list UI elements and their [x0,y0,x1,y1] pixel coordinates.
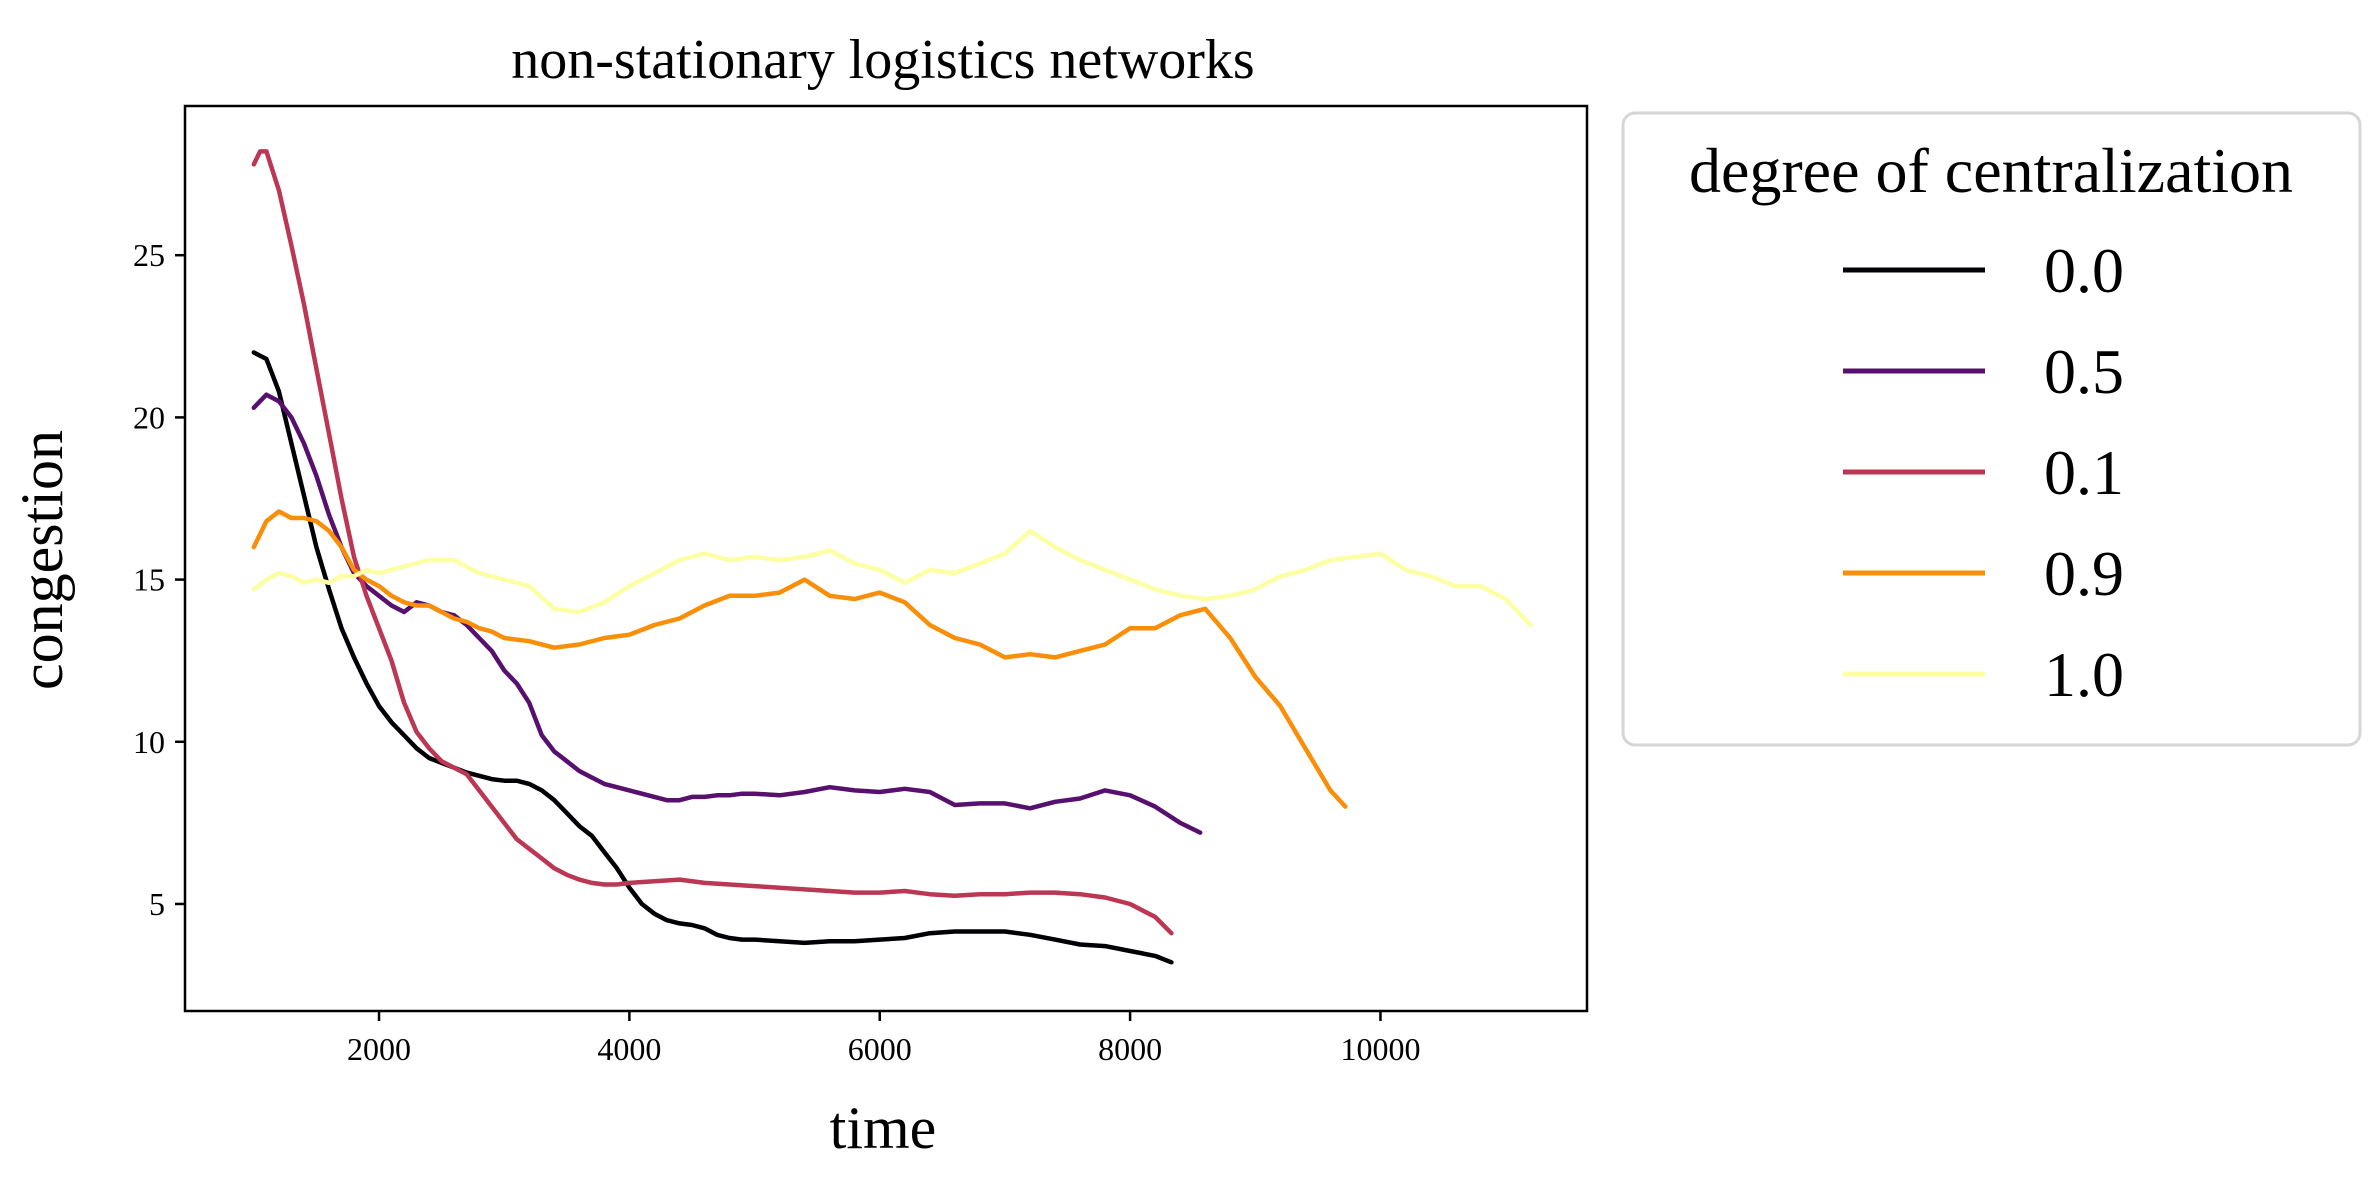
y-axis-ticks: 5 10 15 20 25 [133,237,185,922]
plot-area-frame [183,104,1589,1013]
y-axis-label: congestion [9,430,75,690]
legend-label-4: 1.0 [2044,639,2124,710]
legend-title: degree of centralization [1689,135,2293,206]
series-line-2 [251,149,1174,936]
y-tick-label-2: 15 [133,562,165,598]
legend-entries: 0.0 0.5 0.1 0.9 1.0 [1843,235,2124,710]
legend-label-1: 0.5 [2044,336,2124,407]
x-axis-ticks: 2000 4000 6000 8000 10000 [347,1011,1420,1067]
legend: degree of centralization 0.0 0.5 0.1 0.9 1.0 [1621,111,2362,747]
y-tick-label-4: 25 [133,237,165,273]
legend-label-0: 0.0 [2044,235,2124,306]
x-axis-label: time [830,1095,937,1161]
series-line-4 [251,528,1533,628]
legend-label-3: 0.9 [2044,538,2124,609]
x-tick-label-1: 4000 [597,1031,661,1067]
x-tick-label-4: 10000 [1340,1031,1420,1067]
y-tick-label-3: 20 [133,399,165,435]
series-line-0 [251,350,1174,965]
y-tick-label-1: 10 [133,724,165,760]
plot-lines [251,149,1533,965]
x-tick-label-2: 6000 [848,1031,912,1067]
series-line-1 [251,392,1203,835]
y-tick-label-0: 5 [149,886,165,922]
x-tick-label-0: 2000 [347,1031,411,1067]
legend-label-2: 0.1 [2044,437,2124,508]
x-tick-label-3: 8000 [1098,1031,1162,1067]
series-line-3 [251,509,1348,809]
chart-title: non-stationary logistics networks [511,29,1254,91]
legend-box [1621,111,2362,747]
